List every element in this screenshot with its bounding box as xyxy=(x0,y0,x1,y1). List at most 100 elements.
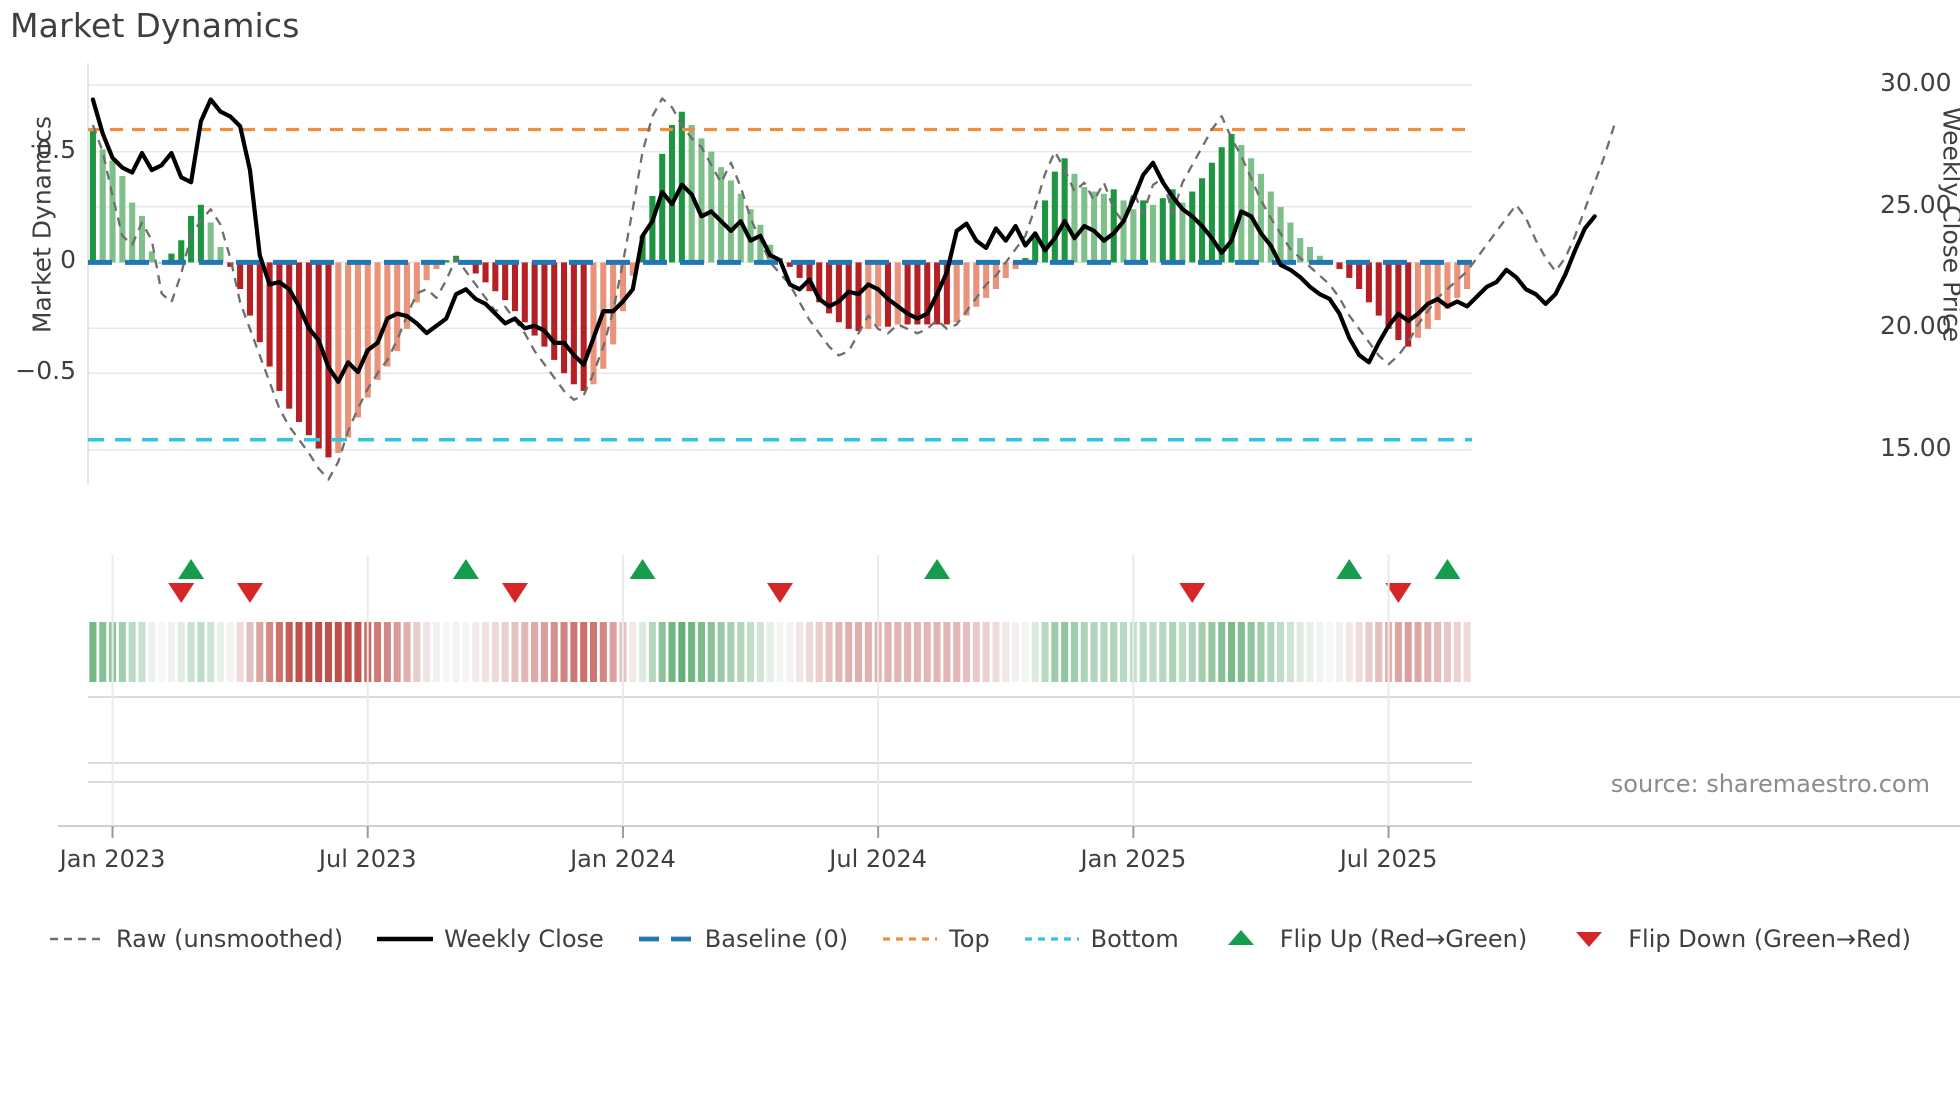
bar-market-dynamics xyxy=(354,262,361,418)
heatmap-cell xyxy=(452,622,460,682)
bar-market-dynamics xyxy=(492,262,499,292)
heatmap-cell xyxy=(226,622,234,682)
heatmap-cell xyxy=(413,622,421,682)
legend-raw-unsmoothed-swatch-icon xyxy=(49,928,105,950)
marker-flip-down xyxy=(236,583,263,603)
heatmap-cell xyxy=(1227,622,1236,682)
heatmap-cell xyxy=(1012,622,1020,682)
y-tick-left: 0 xyxy=(60,245,76,275)
bar-market-dynamics xyxy=(914,262,921,325)
marker-flip-down xyxy=(501,583,528,603)
heatmap-cell xyxy=(854,622,863,682)
bar-market-dynamics xyxy=(472,262,479,274)
bar-market-dynamics xyxy=(953,262,960,323)
heatmap-cell xyxy=(1335,622,1344,682)
heatmap-cell xyxy=(197,622,205,682)
heatmap-cell xyxy=(1286,622,1294,682)
bar-market-dynamics xyxy=(374,262,381,380)
legend-baseline[interactable]: Baseline (0) xyxy=(638,925,848,953)
bar-market-dynamics xyxy=(649,195,656,263)
heatmap-cell xyxy=(393,622,401,682)
legend-weekly-close[interactable]: Weekly Close xyxy=(377,925,604,953)
heatmap-cell xyxy=(118,622,126,682)
bar-market-dynamics xyxy=(158,262,165,264)
heatmap-cell xyxy=(246,622,254,682)
bar-market-dynamics xyxy=(1346,262,1353,278)
bar-market-dynamics xyxy=(610,262,617,345)
legend-top[interactable]: Top xyxy=(882,925,990,953)
heatmap-cell xyxy=(334,622,342,682)
legend-flip-up[interactable]: Flip Up (Red→Green) xyxy=(1213,925,1527,953)
legend-flip-down[interactable]: Flip Down (Green→Red) xyxy=(1561,925,1911,953)
heatmap-cell xyxy=(1080,622,1088,682)
bar-market-dynamics xyxy=(551,262,558,360)
x-tick-label: Jan 2025 xyxy=(1080,845,1187,873)
bar-market-dynamics xyxy=(1051,171,1058,263)
heatmap-cell xyxy=(187,622,195,682)
bar-market-dynamics xyxy=(639,235,646,263)
heatmap-cell xyxy=(344,622,352,682)
heatmap-cell xyxy=(1120,622,1128,682)
bar-market-dynamics xyxy=(256,262,263,343)
bar-market-dynamics xyxy=(718,167,725,263)
heatmap-cell xyxy=(737,622,745,682)
bar-market-dynamics xyxy=(1365,262,1372,303)
bar-market-dynamics xyxy=(217,246,224,263)
heatmap-cell xyxy=(167,622,175,682)
heatmap-cell xyxy=(236,622,244,682)
bar-market-dynamics xyxy=(266,262,273,367)
bar-market-dynamics xyxy=(1287,222,1294,263)
heatmap-cell xyxy=(383,622,391,682)
heatmap-cell xyxy=(1306,622,1314,682)
heatmap-cell xyxy=(570,622,578,682)
bar-market-dynamics xyxy=(963,262,970,316)
heatmap-cell xyxy=(128,622,136,682)
heatmap-cell xyxy=(1443,622,1451,682)
bar-market-dynamics xyxy=(1012,262,1019,270)
bar-market-dynamics xyxy=(286,262,293,409)
heatmap-cell xyxy=(953,622,961,682)
bar-market-dynamics xyxy=(1228,133,1235,263)
legend-raw-unsmoothed[interactable]: Raw (unsmoothed) xyxy=(49,925,343,953)
heatmap-cell xyxy=(766,622,774,682)
bar-market-dynamics xyxy=(403,262,411,329)
legend-bottom[interactable]: Bottom xyxy=(1024,925,1179,953)
heatmap-cell xyxy=(374,622,382,682)
heatmap-cell xyxy=(923,622,931,682)
bar-market-dynamics xyxy=(737,193,744,263)
bar-market-dynamics xyxy=(1356,262,1363,290)
bar-market-dynamics xyxy=(845,262,852,329)
bar-market-dynamics xyxy=(237,262,244,290)
bar-market-dynamics xyxy=(884,262,892,327)
bar-market-dynamics xyxy=(178,240,185,263)
heatmap-cell xyxy=(1208,622,1216,682)
heatmap-cell xyxy=(207,622,215,682)
marker-flip-up xyxy=(1336,559,1363,579)
bar-market-dynamics xyxy=(364,262,371,398)
bar-market-dynamics xyxy=(708,151,715,263)
heatmap-cell xyxy=(1414,622,1422,682)
heatmap-cell xyxy=(1277,622,1285,682)
heatmap-cell xyxy=(531,622,539,682)
heatmap-cell xyxy=(423,622,431,682)
y-tick-right: 25.00 xyxy=(1880,189,1952,219)
heatmap-cell xyxy=(1267,622,1275,682)
bar-market-dynamics xyxy=(1140,200,1147,263)
heatmap-cell xyxy=(1159,622,1167,682)
bar-market-dynamics xyxy=(1199,178,1206,263)
bar-market-dynamics xyxy=(295,262,303,422)
heatmap-cell xyxy=(717,622,725,682)
heatmap-cell xyxy=(99,622,107,682)
heatmap-cell xyxy=(1188,622,1196,682)
heatmap-cell xyxy=(933,622,941,682)
heatmap-cell xyxy=(786,622,794,682)
heatmap-cell xyxy=(589,622,598,682)
legend-baseline-swatch-icon xyxy=(638,928,694,950)
heatmap-cell xyxy=(285,622,293,682)
bar-market-dynamics xyxy=(1316,255,1323,263)
heatmap-cell xyxy=(540,622,548,682)
heatmap-cell xyxy=(216,622,225,682)
bar-market-dynamics xyxy=(335,262,342,453)
bar-market-dynamics xyxy=(423,262,430,281)
